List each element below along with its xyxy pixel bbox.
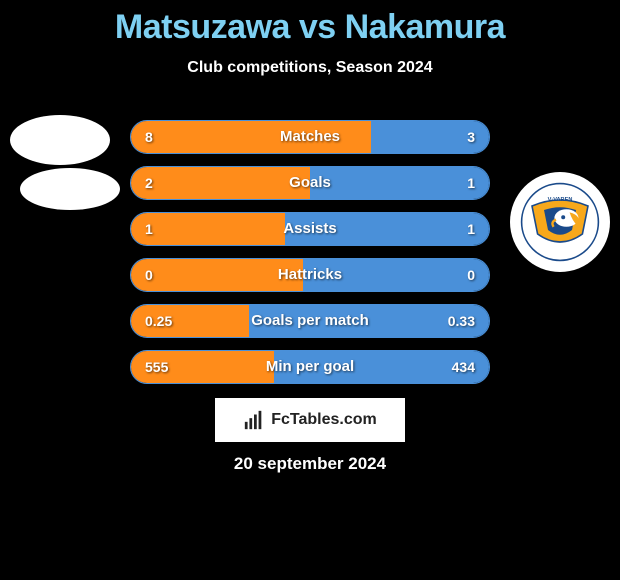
stat-label: Hattricks xyxy=(131,259,489,291)
stat-value-left: 2 xyxy=(145,167,153,199)
watermark: FcTables.com xyxy=(215,398,405,442)
stat-row: Goals2 1 xyxy=(130,166,490,200)
v-varen-nagasaki-logo-icon: V·VAREN xyxy=(520,182,600,262)
stat-value-left: 1 xyxy=(145,213,153,245)
stats-container: Matches83Goals21Assists11Hattricks00Goal… xyxy=(130,120,490,396)
watermark-text: FcTables.com xyxy=(271,411,377,429)
stat-row: Hattricks0 0 xyxy=(130,258,490,292)
stat-value-left: 0.25 xyxy=(145,305,172,337)
stat-value-right: 434 xyxy=(452,351,475,383)
stat-label: Assists xyxy=(131,213,489,245)
page-title: Matsuzawa vs Nakamura xyxy=(0,0,620,47)
stat-value-left: 0 xyxy=(145,259,153,291)
date: 20 september 2024 xyxy=(0,454,620,474)
stat-value-right: 0 xyxy=(467,259,475,291)
stat-row: Min per goal555 434 xyxy=(130,350,490,384)
chart-bars-icon xyxy=(243,409,265,431)
stat-label: Goals xyxy=(131,167,489,199)
stat-value-left: 8 xyxy=(145,121,153,153)
svg-text:V·VAREN: V·VAREN xyxy=(548,197,573,203)
player-badge-left-2 xyxy=(20,168,120,210)
stat-row: Matches8 3 xyxy=(130,120,490,154)
stat-row: Assists1 1 xyxy=(130,212,490,246)
stat-value-right: 1 xyxy=(467,167,475,199)
stat-label: Goals per match xyxy=(131,305,489,337)
subtitle: Club competitions, Season 2024 xyxy=(0,59,620,77)
player-badge-left-1 xyxy=(10,115,110,165)
stat-label: Matches xyxy=(131,121,489,153)
stat-value-right: 0.33 xyxy=(448,305,475,337)
stat-value-left: 555 xyxy=(145,351,168,383)
stat-value-right: 1 xyxy=(467,213,475,245)
stat-row: Goals per match0.25 0.33 xyxy=(130,304,490,338)
stat-value-right: 3 xyxy=(467,121,475,153)
stat-label: Min per goal xyxy=(131,351,489,383)
club-badge-right: V·VAREN xyxy=(510,172,610,272)
